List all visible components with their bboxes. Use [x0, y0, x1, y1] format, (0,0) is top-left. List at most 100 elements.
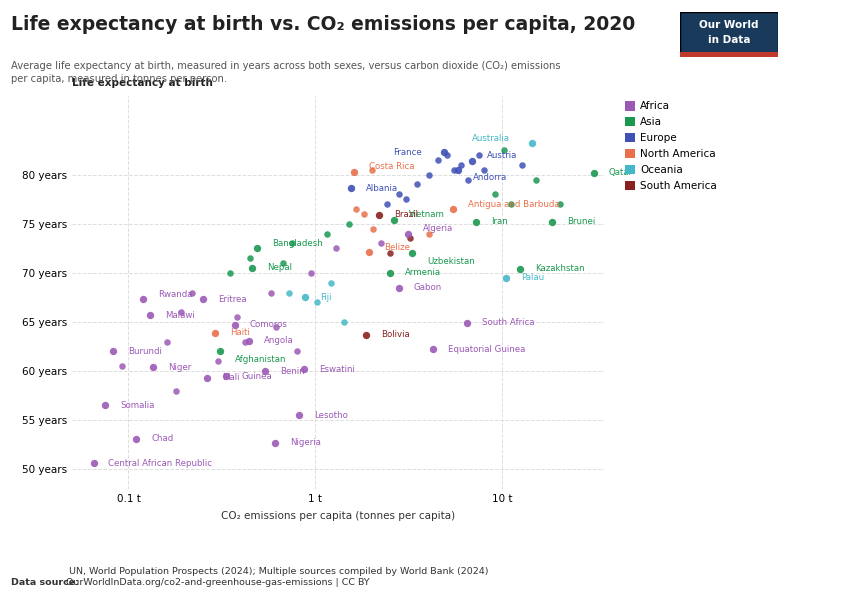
Point — [146, 362, 160, 372]
Text: UN, World Population Prospects (2024); Multiple sources compiled by World Bank (: UN, World Population Prospects (2024); M… — [66, 568, 489, 587]
Point — [238, 337, 252, 346]
Point — [513, 264, 527, 274]
Point — [460, 318, 473, 328]
Point — [348, 167, 361, 176]
Text: Costa Rica: Costa Rica — [369, 162, 415, 171]
Text: Mali: Mali — [223, 373, 240, 382]
Point — [219, 371, 233, 381]
Point — [446, 204, 460, 214]
Point — [431, 155, 445, 164]
Point — [213, 347, 227, 356]
Point — [405, 248, 419, 258]
Point — [269, 322, 283, 332]
Point — [143, 310, 156, 320]
Point — [465, 156, 479, 166]
Point — [291, 347, 304, 356]
Point — [185, 287, 199, 297]
Text: Bolivia: Bolivia — [382, 330, 410, 339]
Point — [529, 175, 542, 184]
Text: Palau: Palau — [521, 273, 544, 282]
Point — [496, 145, 510, 155]
Point — [298, 364, 311, 374]
Text: Our World: Our World — [699, 20, 758, 29]
Point — [403, 233, 416, 243]
Point — [330, 244, 343, 253]
Point — [427, 344, 440, 354]
Point — [115, 361, 128, 371]
Point — [241, 336, 255, 346]
Text: Fiji: Fiji — [320, 293, 332, 302]
Text: Malawi: Malawi — [165, 311, 195, 320]
Text: Haiti: Haiti — [230, 328, 250, 337]
Point — [251, 244, 264, 253]
Point — [411, 179, 424, 189]
Point — [504, 199, 518, 209]
Point — [363, 247, 377, 257]
Point — [478, 165, 491, 175]
Text: Armenia: Armenia — [405, 268, 441, 277]
Text: Austria: Austria — [487, 151, 517, 160]
Point — [392, 283, 405, 292]
Point — [337, 317, 350, 327]
Point — [380, 199, 394, 209]
Point — [244, 253, 258, 263]
Bar — [680, 52, 778, 57]
Point — [388, 215, 401, 224]
Point — [211, 356, 224, 366]
Point — [422, 170, 435, 179]
Point — [173, 307, 187, 317]
Point — [545, 217, 558, 227]
Point — [360, 330, 373, 340]
Point — [366, 224, 380, 233]
Point — [264, 287, 278, 297]
Text: Somalia: Somalia — [120, 401, 155, 410]
Point — [451, 165, 465, 175]
Point — [473, 150, 486, 160]
Text: in Data: in Data — [707, 35, 750, 45]
Point — [304, 268, 318, 278]
Point — [269, 438, 282, 448]
Point — [310, 298, 324, 307]
Point — [366, 165, 379, 175]
Text: Qatar: Qatar — [609, 168, 632, 177]
Point — [201, 373, 214, 383]
Text: Algeria: Algeria — [423, 224, 453, 233]
FancyBboxPatch shape — [680, 12, 778, 57]
Point — [325, 278, 338, 287]
Point — [439, 150, 453, 160]
Point — [285, 239, 298, 248]
Point — [343, 219, 356, 229]
Point — [208, 328, 222, 338]
Point — [281, 287, 295, 297]
Text: Burundi: Burundi — [128, 347, 162, 356]
Point — [499, 273, 513, 283]
Point — [447, 165, 461, 175]
Point — [298, 293, 312, 302]
Text: Data source:: Data source: — [11, 578, 79, 587]
Point — [469, 217, 483, 227]
Point — [160, 337, 173, 346]
Text: Afghanistan: Afghanistan — [235, 355, 286, 364]
Point — [129, 434, 143, 443]
Text: Central African Republic: Central African Republic — [109, 459, 212, 468]
Point — [399, 194, 412, 204]
Point — [393, 190, 406, 199]
Text: Eswatini: Eswatini — [319, 365, 354, 374]
Text: Life expectancy at birth: Life expectancy at birth — [72, 78, 213, 88]
Point — [246, 263, 259, 273]
Point — [422, 229, 435, 238]
Text: Uzbekistan: Uzbekistan — [427, 257, 474, 266]
Text: Lesotho: Lesotho — [314, 411, 348, 420]
Text: Andorra: Andorra — [473, 173, 507, 182]
Point — [461, 175, 474, 184]
Point — [87, 458, 100, 468]
Point — [372, 210, 386, 220]
Point — [169, 386, 183, 395]
Text: Life expectancy at birth vs. CO₂ emissions per capita, 2020: Life expectancy at birth vs. CO₂ emissio… — [11, 15, 635, 34]
Point — [344, 184, 358, 193]
Text: Gabon: Gabon — [414, 283, 442, 292]
Point — [224, 268, 237, 278]
Point — [525, 139, 539, 148]
Point — [276, 258, 290, 268]
Point — [258, 366, 272, 376]
